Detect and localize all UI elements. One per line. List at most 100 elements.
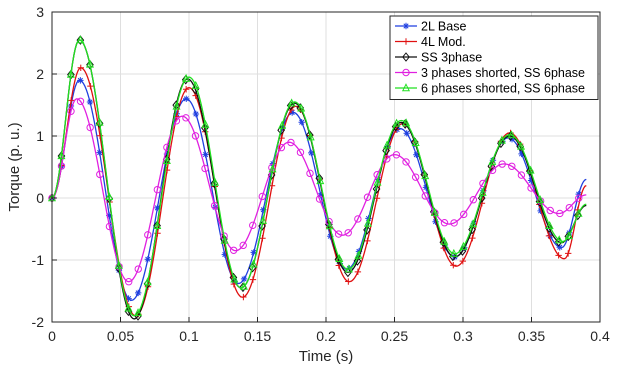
data-point-marker bbox=[565, 203, 573, 212]
data-point-marker bbox=[125, 295, 132, 302]
legend-label: SS 3phase bbox=[421, 51, 482, 65]
data-point-marker bbox=[373, 177, 382, 186]
data-point-marker bbox=[421, 171, 430, 180]
data-point-marker bbox=[96, 149, 103, 156]
data-point-marker bbox=[77, 64, 84, 71]
data-point-marker bbox=[460, 210, 468, 219]
data-point-marker bbox=[575, 190, 582, 198]
data-point-marker bbox=[354, 215, 362, 223]
x-tick-label: 0.35 bbox=[518, 328, 545, 344]
data-point-marker bbox=[67, 97, 75, 104]
data-point-marker bbox=[469, 196, 478, 204]
data-point-marker bbox=[527, 184, 535, 192]
data-point-marker bbox=[308, 149, 315, 157]
data-point-marker bbox=[134, 308, 143, 317]
y-tick-label: -1 bbox=[32, 252, 45, 268]
data-point-marker bbox=[306, 132, 315, 141]
data-point-marker bbox=[220, 235, 229, 244]
data-point-marker bbox=[315, 173, 324, 184]
data-point-marker bbox=[76, 97, 85, 105]
data-point-marker bbox=[382, 145, 390, 156]
data-point-marker bbox=[86, 59, 94, 70]
data-point-marker bbox=[240, 293, 247, 301]
data-point-marker bbox=[325, 221, 334, 230]
data-point-marker bbox=[258, 215, 268, 224]
data-point-marker bbox=[411, 173, 420, 181]
y-axis: -2 -1 0 1 2 3 bbox=[32, 4, 57, 330]
y-tick-label: 1 bbox=[36, 128, 44, 144]
data-point-marker bbox=[413, 151, 420, 158]
x-tick-label: 0.3 bbox=[453, 328, 473, 344]
data-point-marker bbox=[191, 132, 200, 140]
data-point-marker bbox=[344, 264, 353, 273]
x-tick-label: 0.15 bbox=[244, 328, 271, 344]
data-point-marker bbox=[354, 250, 363, 259]
data-point-marker bbox=[316, 176, 325, 185]
data-point-marker bbox=[508, 162, 516, 170]
data-point-marker bbox=[363, 193, 372, 201]
data-point-marker bbox=[230, 274, 239, 283]
data-point-marker bbox=[277, 125, 285, 135]
data-point-marker bbox=[286, 100, 295, 111]
legend-marker bbox=[402, 22, 410, 30]
data-point-marker bbox=[57, 162, 66, 170]
data-point-marker bbox=[411, 137, 420, 146]
data-point-marker bbox=[556, 244, 563, 251]
legend-marker bbox=[402, 68, 410, 77]
x-axis-label: Time (s) bbox=[299, 348, 353, 365]
legend-item: 4L Mod. bbox=[395, 35, 466, 49]
data-point-marker bbox=[373, 171, 381, 179]
data-point-marker bbox=[287, 106, 295, 114]
x-tick-label: 0 bbox=[48, 328, 56, 344]
data-point-marker bbox=[86, 123, 94, 132]
data-point-marker bbox=[575, 194, 583, 202]
data-point-marker bbox=[211, 177, 220, 186]
data-point-marker bbox=[125, 278, 133, 286]
data-point-marker bbox=[477, 193, 486, 203]
y-tick-label: 0 bbox=[36, 190, 44, 206]
series-line bbox=[51, 98, 587, 283]
data-point-marker bbox=[124, 303, 133, 312]
data-point-marker bbox=[422, 184, 430, 191]
data-point-marker bbox=[469, 234, 476, 242]
legend-item: SS 3phase bbox=[395, 51, 482, 65]
data-point-marker bbox=[564, 250, 572, 257]
y-tick-label: 2 bbox=[36, 66, 44, 82]
data-point-marker bbox=[144, 231, 152, 239]
data-point-marker bbox=[163, 143, 171, 152]
data-point-marker bbox=[249, 221, 257, 230]
series-layer bbox=[47, 35, 587, 321]
x-tick-label: 0.2 bbox=[316, 328, 336, 344]
data-point-marker bbox=[76, 35, 85, 44]
data-point-marker bbox=[450, 219, 458, 227]
data-point-marker bbox=[355, 248, 363, 255]
data-point-marker bbox=[353, 256, 362, 266]
data-point-marker bbox=[334, 230, 343, 238]
data-point-marker bbox=[345, 278, 352, 285]
data-point-marker bbox=[201, 164, 209, 173]
data-point-marker bbox=[402, 158, 410, 166]
data-point-marker bbox=[77, 77, 84, 84]
data-point-marker bbox=[229, 246, 238, 254]
data-point-marker bbox=[260, 206, 267, 213]
data-point-marker bbox=[526, 165, 535, 174]
data-point-marker bbox=[546, 206, 554, 215]
data-point-marker bbox=[221, 251, 229, 258]
series-line bbox=[51, 39, 587, 317]
data-point-marker bbox=[545, 220, 554, 229]
legend-marker bbox=[402, 52, 410, 62]
data-point-marker bbox=[114, 260, 123, 269]
data-point-marker bbox=[134, 265, 142, 273]
data-point-marker bbox=[201, 119, 210, 128]
y-tick-label: -2 bbox=[32, 314, 45, 330]
data-point-marker bbox=[182, 114, 190, 122]
legend-label: 4L Mod. bbox=[421, 35, 466, 49]
data-point-marker bbox=[210, 201, 219, 210]
data-point-marker bbox=[57, 151, 66, 160]
data-point-marker bbox=[402, 118, 411, 127]
data-point-marker bbox=[287, 98, 296, 107]
data-point-marker bbox=[392, 118, 401, 127]
data-point-marker bbox=[459, 257, 467, 265]
data-point-marker bbox=[87, 82, 94, 90]
